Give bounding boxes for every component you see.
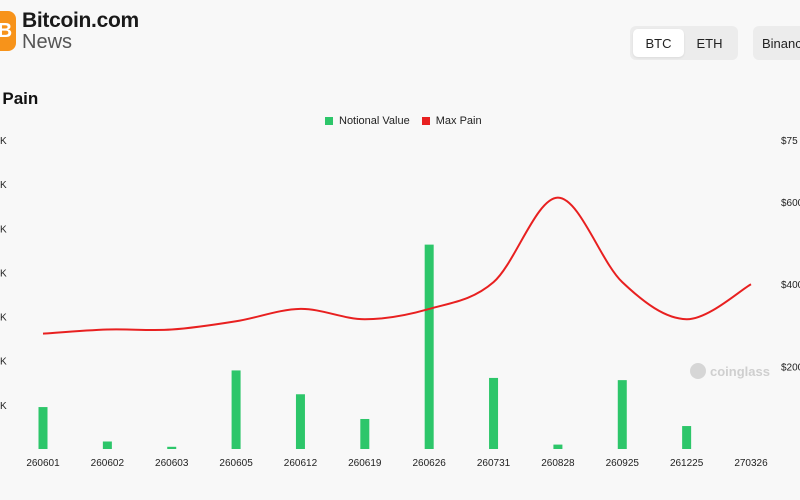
x-tick-label: 261225 — [670, 458, 704, 469]
legend-label-notional: Notional Value — [339, 115, 410, 127]
exchange-select[interactable]: Binanc — [753, 26, 800, 60]
bar-260619[interactable] — [360, 418, 370, 449]
brand-text: Bitcoin.com News — [22, 10, 139, 52]
y-left-tick-label: K — [0, 357, 7, 368]
y-left-tick-label: K — [0, 268, 7, 279]
x-tick-label: 270326 — [734, 458, 768, 469]
y-right-tick-label: $400 — [781, 280, 800, 291]
coinglass-watermark: coinglass — [690, 363, 770, 379]
x-tick-label: 260601 — [26, 458, 60, 469]
legend-swatch-notional — [325, 117, 333, 125]
bar-260602[interactable] — [102, 441, 112, 449]
x-tick-label: 260603 — [155, 458, 189, 469]
asset-toggle: BTC ETH — [630, 26, 738, 60]
chart-title: t Pain — [0, 89, 39, 108]
bar-260605[interactable] — [231, 370, 241, 449]
legend-label-maxpain: Max Pain — [435, 115, 482, 127]
bar-260612[interactable] — [295, 394, 305, 449]
watermark-text: coinglass — [710, 363, 770, 379]
bar-260601[interactable] — [38, 407, 48, 449]
maxpain-line — [42, 196, 752, 335]
y-left-tick-label: K — [0, 224, 7, 235]
x-tick-label: 260605 — [219, 458, 253, 469]
brand-logo[interactable]: B Bitcoin.com News — [0, 10, 139, 52]
bar-260828[interactable] — [553, 444, 563, 449]
bar-261225[interactable] — [682, 426, 692, 449]
asset-btc-button[interactable]: BTC — [633, 29, 684, 57]
bar-260626[interactable] — [424, 244, 434, 449]
y-right-tick-label: $600 — [781, 198, 800, 209]
x-tick-label: 260925 — [606, 458, 640, 469]
brand-title: Bitcoin.com — [22, 9, 139, 32]
chart-legend: Notional Value Max Pain — [325, 115, 494, 127]
y-right-tick-label: $75 — [781, 136, 798, 147]
x-tick-label: 260602 — [91, 458, 125, 469]
x-tick-label: 260619 — [348, 458, 382, 469]
bar-260731[interactable] — [489, 377, 499, 449]
y-left-tick-label: K — [0, 313, 7, 324]
bar-260603[interactable] — [167, 446, 177, 449]
y-left-tick-label: K — [0, 401, 7, 412]
coinglass-logo-icon — [690, 363, 706, 379]
x-tick-label: 260612 — [284, 458, 318, 469]
y-right-tick-label: $200 — [781, 363, 800, 374]
legend-item-notional[interactable]: Notional Value — [325, 115, 410, 127]
legend-swatch-maxpain — [421, 117, 430, 125]
x-tick-label: 260828 — [541, 458, 575, 469]
brand-subtitle: News — [22, 31, 73, 53]
y-left-tick-label: K — [0, 180, 7, 191]
x-tick-label: 260626 — [412, 458, 446, 469]
x-tick-label: 260731 — [477, 458, 511, 469]
bar-260925[interactable] — [617, 380, 627, 449]
y-left-tick-label: K — [0, 136, 7, 147]
legend-item-maxpain[interactable]: Max Pain — [421, 115, 482, 127]
bitcoin-logo-icon: B — [0, 11, 16, 51]
asset-eth-button[interactable]: ETH — [696, 35, 723, 51]
